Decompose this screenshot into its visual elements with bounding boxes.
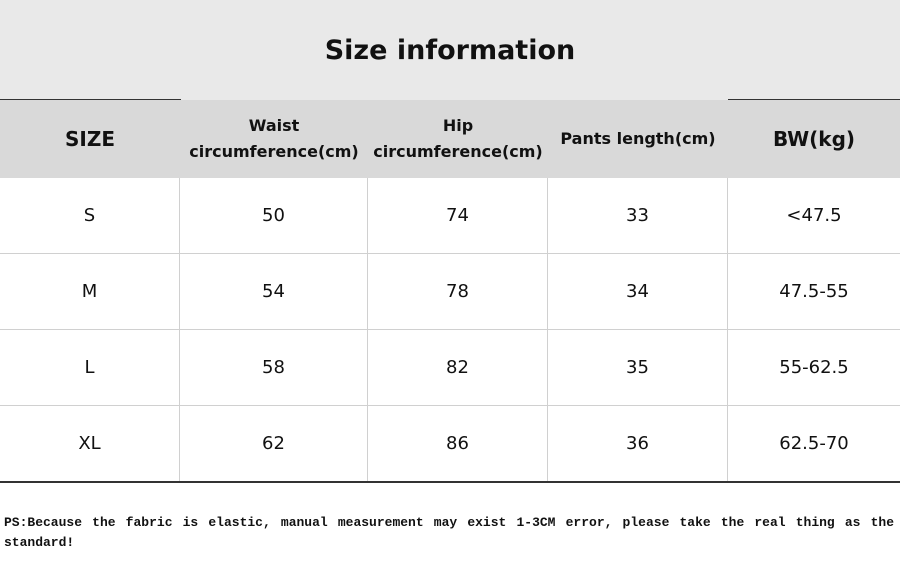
table-cell: 62 [180,406,368,482]
header-cell: BW(kg) [728,100,900,178]
table-cell: 47.5-55 [728,254,900,330]
header-cell: Hip circumference(cm) [368,100,548,178]
table-cell: 36 [548,406,728,482]
table-cell: M [0,254,180,330]
table-cell: S [0,178,180,254]
table-cell: <47.5 [728,178,900,254]
table-cell: 86 [368,406,548,482]
table-cell: 78 [368,254,548,330]
table-cell: 33 [548,178,728,254]
table-cell: 82 [368,330,548,406]
table-cell: 55-62.5 [728,330,900,406]
note: PS:Because the fabric is elastic, manual… [4,515,894,550]
table-cell: 62.5-70 [728,406,900,482]
table-cell: XL [0,406,180,482]
title-band [0,0,900,100]
rule [0,481,900,483]
header-cell: SIZE [0,100,180,178]
title: Size information [324,35,576,66]
header-cell: Waist circumference(cm) [180,100,368,178]
table-cell: 74 [368,178,548,254]
table-cell: 58 [180,330,368,406]
header-cell: Pants length(cm) [548,100,728,178]
table-cell: 50 [180,178,368,254]
table-cell: 54 [180,254,368,330]
table-cell: 34 [548,254,728,330]
table-cell: 35 [548,330,728,406]
table-cell: L [0,330,180,406]
